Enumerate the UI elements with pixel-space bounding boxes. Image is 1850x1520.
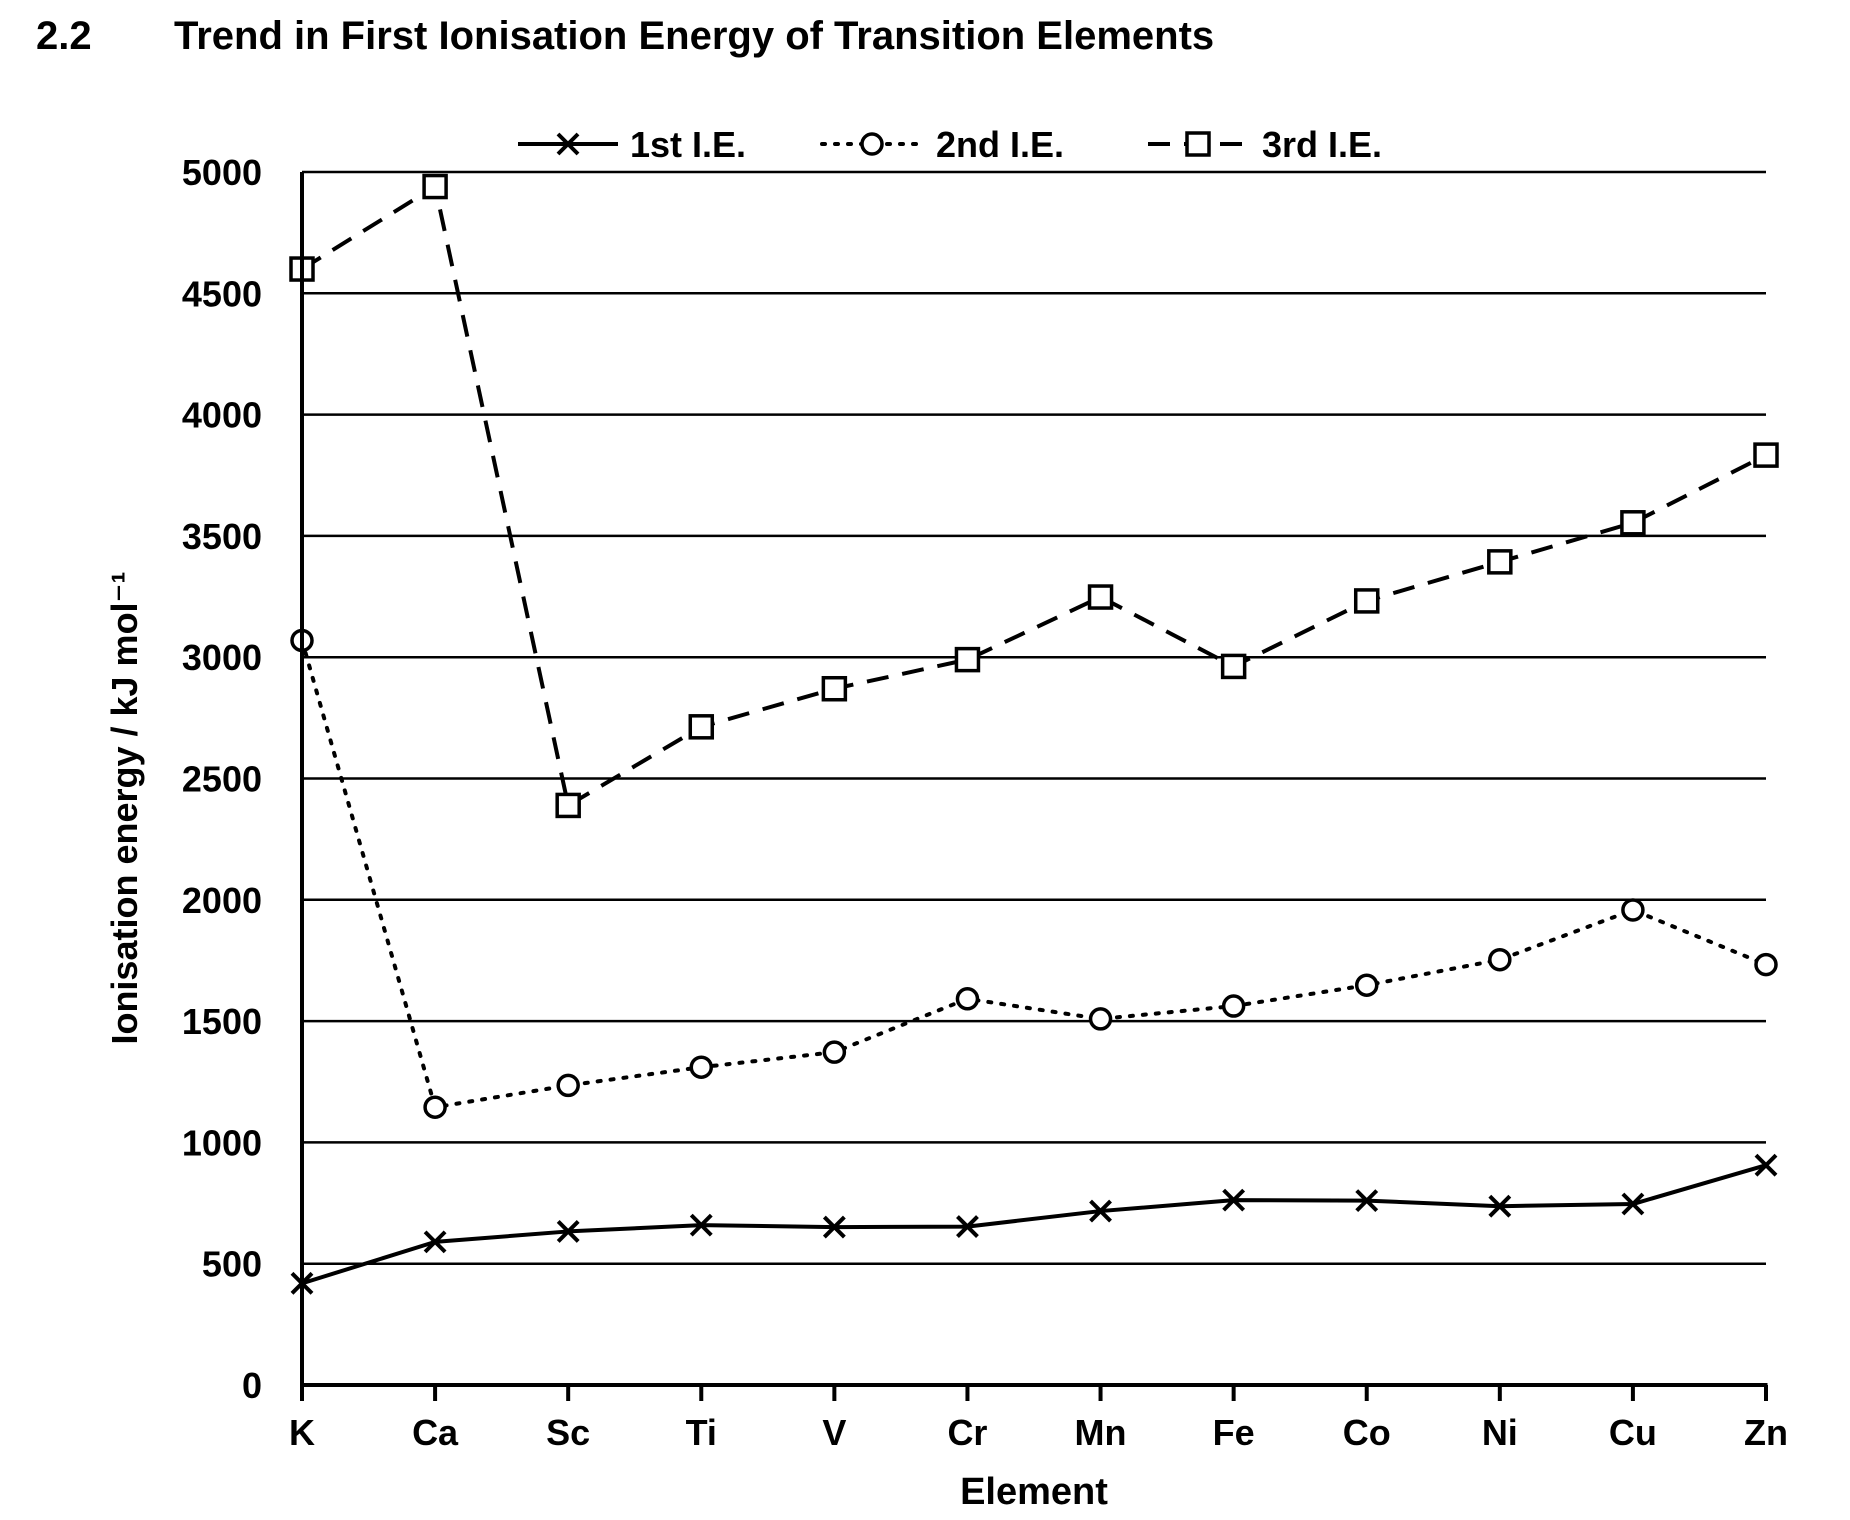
series-1-point-Cu-stroke-b xyxy=(1621,1192,1645,1216)
x-tick-label-Ca: Ca xyxy=(412,1412,459,1453)
legend-item-2: 2nd I.E. xyxy=(820,124,1064,165)
series-1-point-Ti-stroke-b xyxy=(689,1213,713,1237)
series-2-point-Ca xyxy=(423,1095,447,1119)
y-tick-label-3000: 3000 xyxy=(182,637,262,678)
series-2-point-Cr xyxy=(955,987,980,1011)
x-tick-label-Fe: Fe xyxy=(1213,1412,1255,1453)
y-tick-label-1000: 1000 xyxy=(182,1122,262,1163)
series-line-3 xyxy=(300,184,1767,808)
section-number: 2.2 xyxy=(36,14,92,58)
series-1-point-Sc xyxy=(556,1220,580,1243)
y-tick-label-2500: 2500 xyxy=(182,759,262,800)
x-tick-label-Ti: Ti xyxy=(686,1412,717,1453)
series-1-point-V-stroke-b xyxy=(822,1215,846,1239)
y-tick-label-0: 0 xyxy=(242,1365,262,1406)
legend-label-1: 1st I.E. xyxy=(630,124,746,165)
series-1-point-Cu xyxy=(1621,1192,1645,1216)
series-1-point-Cr xyxy=(956,1215,979,1238)
series-3-point-Ti xyxy=(688,714,715,740)
series-3-point-Mn xyxy=(1087,584,1114,610)
series-2-point-Fe xyxy=(1221,994,1246,1018)
series-1-point-Mn-stroke-b xyxy=(1089,1199,1112,1223)
series-1-point-Fe xyxy=(1222,1188,1246,1212)
legend-item-1: 1st I.E. xyxy=(518,124,746,165)
series-2-point-Ti xyxy=(689,1055,714,1079)
x-tick-label-V: V xyxy=(822,1412,846,1453)
y-axis-label: Ionisation energy / kJ mol⁻¹ xyxy=(104,571,145,1044)
y-tick-label-1500: 1500 xyxy=(182,1001,262,1042)
series-3-point-Zn xyxy=(1753,442,1779,468)
series-2-point-Cu xyxy=(1621,898,1645,922)
x-tick-label-Sc: Sc xyxy=(546,1412,590,1453)
y-tick-label-4000: 4000 xyxy=(182,395,262,436)
x-tick-label-Cr: Cr xyxy=(947,1412,987,1453)
series-1-point-V xyxy=(822,1215,846,1239)
series-1-point-Mn xyxy=(1089,1199,1112,1223)
legend-label-2: 2nd I.E. xyxy=(936,124,1064,165)
x-tick-label-Ni: Ni xyxy=(1482,1412,1518,1453)
x-tick-label-Zn: Zn xyxy=(1744,1412,1788,1453)
x-axis-label: Element xyxy=(960,1471,1108,1513)
legend-item-3: 3rd I.E. xyxy=(1148,124,1382,165)
series-2-point-V xyxy=(822,1040,847,1064)
series-1-point-Ni-stroke-b xyxy=(1488,1194,1512,1218)
series-3-point-Fe xyxy=(1220,653,1247,680)
series-1-point-Co xyxy=(1355,1189,1379,1213)
series-1-point-Co-stroke-b xyxy=(1355,1189,1379,1213)
series-3-point-Ni xyxy=(1487,549,1513,575)
gridlines xyxy=(302,170,1766,1265)
series-1-point-Cr-stroke-b xyxy=(956,1215,979,1238)
chart-title: Trend in First Ionisation Energy of Tran… xyxy=(174,14,1215,58)
series-2-point-Mn xyxy=(1088,1007,1113,1031)
series-3-point-Co xyxy=(1353,588,1380,614)
series-2-point-Sc xyxy=(556,1073,580,1098)
legend-marker-2 xyxy=(860,132,884,156)
y-tick-label-3500: 3500 xyxy=(182,516,262,557)
x-tick-label-K: K xyxy=(289,1412,315,1453)
axes: 0 500 1000 1500 2000 2500 3000 3500 4000 4500 5000… xyxy=(182,152,1788,1453)
series-1-point-Fe-stroke-b xyxy=(1222,1188,1246,1212)
series-1-point-Ni xyxy=(1488,1194,1512,1218)
legend-marker-1 xyxy=(556,132,580,156)
page-header: 2.2 Trend in First Ionisation Energy of … xyxy=(0,0,1850,90)
legend-label-3: 3rd I.E. xyxy=(1262,124,1382,165)
series-layer xyxy=(289,173,1779,1295)
series-1-point-Ca xyxy=(423,1230,447,1254)
series-line-1 xyxy=(301,1163,1767,1286)
series-1-point-Ti xyxy=(689,1213,713,1237)
series-2-point-Zn xyxy=(1754,952,1778,977)
series-2-point-Ni xyxy=(1488,947,1512,972)
legend: 1st I.E. 2nd I.E. 3rd I.E. xyxy=(518,124,1382,165)
y-tick-label-5000: 5000 xyxy=(182,152,262,193)
x-tick-label-Cu: Cu xyxy=(1609,1412,1657,1453)
series-1-point-Ca-stroke-b xyxy=(423,1230,447,1254)
legend-marker-3 xyxy=(1185,131,1211,157)
series-1-point-Zn xyxy=(1754,1153,1778,1177)
y-tick-label-4500: 4500 xyxy=(182,273,262,314)
series-line-2 xyxy=(300,638,1768,1110)
legend-marker-1-stroke-b xyxy=(556,132,580,156)
series-3-point-Sc xyxy=(555,792,581,819)
x-tick-label-Mn: Mn xyxy=(1075,1412,1127,1453)
series-3-point-V xyxy=(821,675,848,702)
series-1-point-Zn-stroke-b xyxy=(1754,1153,1778,1177)
y-tick-label-2000: 2000 xyxy=(182,880,262,921)
series-3-point-Ca xyxy=(422,173,448,200)
series-1-point-Sc-stroke-b xyxy=(556,1220,580,1243)
series-2-point-Co xyxy=(1354,973,1379,997)
series-3-point-Cr xyxy=(954,646,981,673)
y-tick-label-500: 500 xyxy=(202,1244,262,1285)
x-tick-label-Co: Co xyxy=(1343,1412,1391,1453)
series-3-point-Cu xyxy=(1620,510,1646,536)
